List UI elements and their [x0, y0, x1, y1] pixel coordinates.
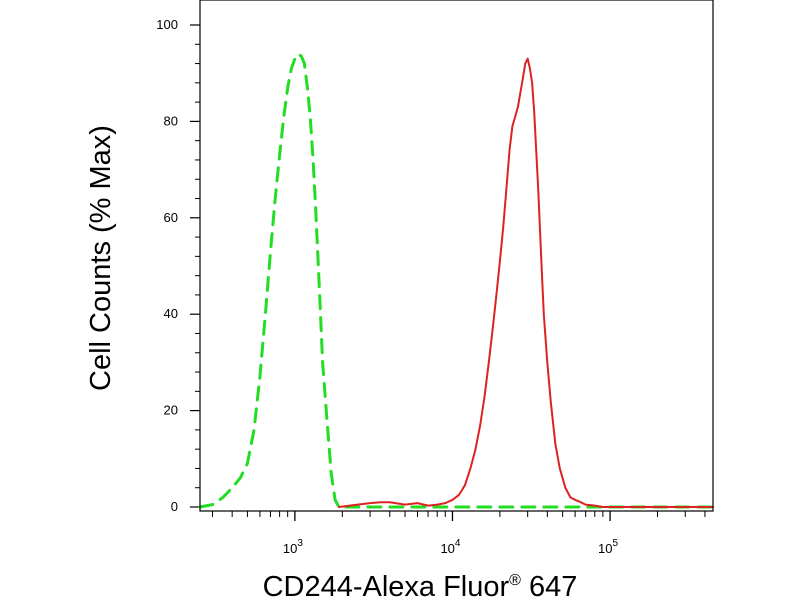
y-tick-label: 20 — [164, 403, 178, 418]
y-tick-label: 0 — [171, 499, 178, 514]
x-axis-title-suffix: 647 — [521, 571, 577, 600]
sample-curve — [337, 57, 714, 508]
x-tick-label: 103 — [283, 538, 303, 556]
isotype-control-curve — [198, 52, 715, 509]
y-tick-label: 80 — [164, 113, 178, 128]
plot-frame — [199, 0, 714, 512]
series-layer — [198, 52, 715, 509]
x-axis-title-main: CD244-Alexa Fluor — [263, 571, 510, 600]
y-tick-label: 100 — [156, 17, 178, 32]
x-tick-label: 104 — [440, 538, 460, 556]
ticks-layer: 0 20 40 60 80 100 103 104 105 — [156, 17, 706, 556]
x-axis-title: CD244-Alexa Fluor® 647 — [263, 571, 578, 600]
y-tick-label: 40 — [164, 306, 178, 321]
registered-mark: ® — [509, 572, 521, 589]
x-tick-label: 105 — [598, 538, 618, 556]
y-axis-title: Cell Counts (% Max) — [85, 125, 117, 391]
y-tick-label: 60 — [164, 210, 178, 225]
